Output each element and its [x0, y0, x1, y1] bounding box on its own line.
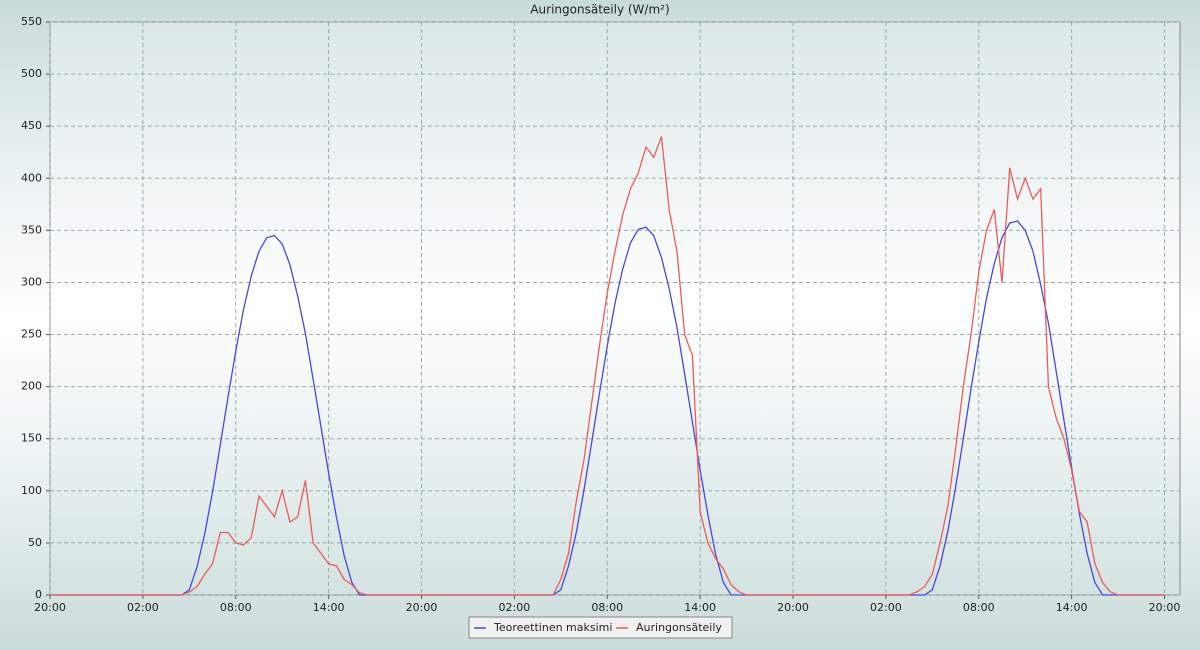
- plot-area: [49, 21, 1181, 596]
- x-tick-label: 08:00: [963, 601, 995, 614]
- legend: Teoreettinen maksimi Auringonsäteily: [468, 616, 733, 639]
- legend-label: Teoreettinen maksimi: [493, 621, 612, 634]
- y-tick-label: 50: [28, 536, 42, 549]
- y-tick-label: 500: [21, 67, 42, 80]
- x-tick-label: 20:00: [777, 601, 809, 614]
- chart-title: Auringonsäteily (W/m²): [530, 3, 669, 17]
- x-tick-label: 14:00: [684, 601, 716, 614]
- x-tick-label: 08:00: [591, 601, 623, 614]
- y-tick-label: 450: [21, 119, 42, 132]
- y-tick-label: 550: [21, 15, 42, 28]
- legend-label: Auringonsäteily: [636, 621, 722, 634]
- x-tick-label: 08:00: [220, 601, 252, 614]
- x-tick-label: 20:00: [406, 601, 438, 614]
- series-line: [50, 136, 1165, 596]
- x-tick-label: 14:00: [1056, 601, 1088, 614]
- y-tick-label: 250: [21, 328, 42, 341]
- x-tick-label: 02:00: [870, 601, 902, 614]
- x-tick-label: 14:00: [313, 601, 345, 614]
- x-tick-label: 20:00: [34, 601, 66, 614]
- x-tick-label: 20:00: [1149, 601, 1181, 614]
- x-tick-label: 02:00: [499, 601, 531, 614]
- y-tick-label: 400: [21, 171, 42, 184]
- legend-box: [468, 616, 733, 639]
- y-tick-label: 0: [35, 588, 42, 601]
- x-tick-label: 02:00: [127, 601, 159, 614]
- y-tick-label: 200: [21, 380, 42, 393]
- y-tick-label: 100: [21, 484, 42, 497]
- y-tick-label: 350: [21, 223, 42, 236]
- y-tick-label: 300: [21, 275, 42, 288]
- series-line: [50, 220, 1165, 596]
- y-tick-label: 150: [21, 432, 42, 445]
